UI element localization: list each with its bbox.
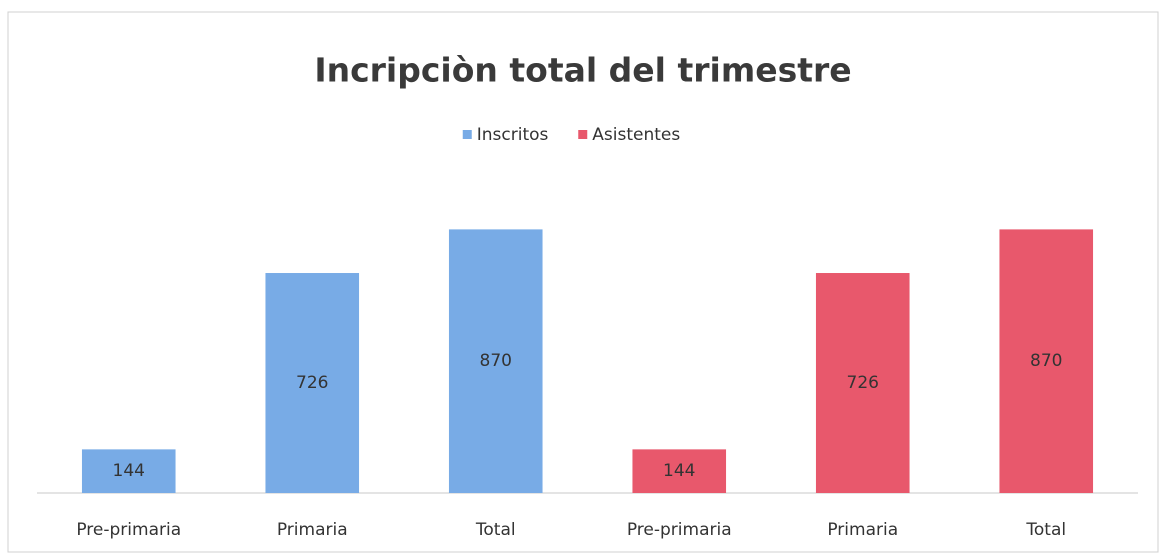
data-label: 726 xyxy=(296,373,328,393)
x-tick-label: Total xyxy=(1025,520,1066,540)
x-tick-label: Primaria xyxy=(277,520,348,540)
chart-title: Incripciòn total del trimestre xyxy=(314,51,851,90)
bar xyxy=(265,273,360,493)
x-tick-label: Primaria xyxy=(827,520,898,540)
legend-swatch xyxy=(578,130,588,139)
data-label: 144 xyxy=(663,461,695,481)
x-tick-label: Pre-primaria xyxy=(76,520,181,540)
bar xyxy=(815,273,910,493)
bar xyxy=(632,449,727,493)
data-label: 870 xyxy=(1030,351,1062,371)
x-tick-label: Total xyxy=(475,520,516,540)
bar xyxy=(999,229,1094,493)
bar xyxy=(448,229,543,493)
legend-label: Asistentes xyxy=(592,125,680,145)
legend-label: Inscritos xyxy=(477,125,549,145)
chart-frame xyxy=(7,11,1159,553)
data-label: 870 xyxy=(480,351,512,371)
data-label: 144 xyxy=(113,461,145,481)
legend-swatch xyxy=(462,130,472,139)
bar xyxy=(81,449,176,493)
x-tick-label: Pre-primaria xyxy=(627,520,732,540)
data-label: 726 xyxy=(847,373,879,393)
